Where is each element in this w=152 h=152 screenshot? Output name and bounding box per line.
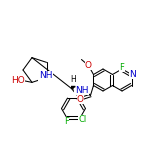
Text: Cl: Cl bbox=[78, 115, 87, 124]
Text: NH: NH bbox=[39, 71, 52, 80]
Text: N: N bbox=[129, 70, 136, 79]
Text: NH: NH bbox=[75, 86, 88, 95]
Text: F: F bbox=[64, 117, 69, 126]
Text: H: H bbox=[71, 75, 76, 84]
Text: O: O bbox=[77, 95, 84, 104]
Polygon shape bbox=[71, 86, 75, 88]
Text: O: O bbox=[85, 61, 92, 70]
Text: HO: HO bbox=[11, 76, 25, 85]
Text: F: F bbox=[120, 63, 124, 72]
